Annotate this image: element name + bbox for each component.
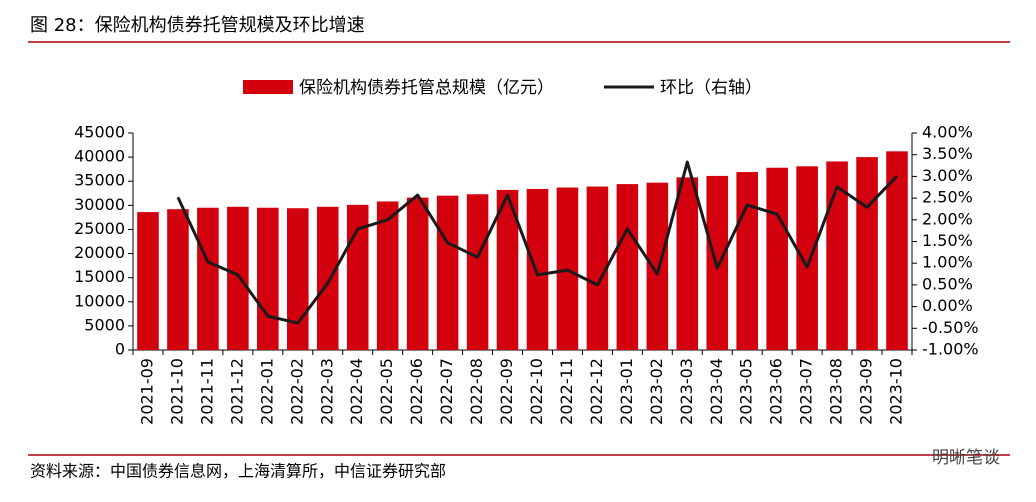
y-tick-label: 5000 (84, 315, 125, 334)
bar (886, 151, 908, 350)
x-tick-label: 2022-11 (557, 358, 576, 425)
watermark: 明晰笔谈 (932, 448, 1000, 468)
bar (167, 209, 189, 350)
y-tick-label: 25000 (74, 219, 125, 238)
x-tick-label: 2022-08 (467, 358, 486, 425)
x-tick-label: 2022-12 (587, 358, 606, 425)
y-tick-label: 40000 (74, 147, 125, 166)
y2-tick-label: 0.50% (922, 274, 973, 293)
y-tick-label: 20000 (74, 243, 125, 262)
x-tick-label: 2022-09 (497, 358, 516, 425)
x-tick-label: 2022-06 (407, 358, 426, 425)
y2-tick-label: 3.50% (922, 144, 973, 163)
x-tick-label: 2023-02 (647, 358, 666, 425)
x-tick-label: 2022-01 (257, 358, 276, 425)
chart-title: 图 28：保险机构债券托管规模及环比增速 (30, 15, 365, 36)
x-tick-label: 2022-03 (317, 358, 336, 425)
x-tick-label: 2023-06 (767, 358, 786, 425)
y2-tick-label: 3.00% (922, 166, 973, 185)
legend-swatch (243, 80, 293, 94)
y2-tick-label: 2.00% (922, 209, 973, 228)
x-tick-label: 2021-11 (197, 358, 216, 425)
line (176, 160, 899, 325)
x-tick-label: 2021-10 (167, 358, 186, 425)
bar (646, 182, 669, 350)
y2-tick-label: -1.00% (922, 340, 979, 359)
y-tick-label: 0 (115, 340, 125, 359)
bar (856, 157, 878, 350)
bar (766, 167, 788, 350)
bar (137, 212, 159, 350)
legend-label: 保险机构债券托管总规模（亿元） (299, 78, 554, 98)
x-tick-label: 2023-04 (707, 358, 726, 425)
y-tick-label: 10000 (74, 291, 125, 310)
bar (287, 208, 309, 350)
y-tick-label: 45000 (74, 123, 125, 142)
bar (436, 195, 459, 350)
x-tick-label: 2023-03 (677, 358, 696, 425)
x-tick-label: 2023-07 (797, 358, 816, 425)
x-tick-label: 2023-05 (737, 358, 756, 425)
bar (676, 177, 699, 350)
bar (826, 161, 848, 350)
x-tick-label: 2022-07 (437, 358, 456, 425)
y2-tick-label: 1.50% (922, 231, 973, 250)
x-tick-label: 2023-01 (617, 358, 636, 425)
y-tick-label: 30000 (74, 195, 125, 214)
y2-tick-label: 2.50% (922, 188, 973, 207)
y-tick-label: 15000 (74, 267, 125, 286)
y-tick-label: 35000 (74, 171, 125, 190)
source: 资料来源：中国债券信息网，上海清算所，中信证券研究部 (30, 462, 446, 481)
x-tick-label: 2021-12 (227, 358, 246, 425)
bar (316, 206, 339, 350)
bar (197, 207, 219, 350)
x-tick-label: 2023-10 (887, 358, 906, 425)
x-tick-label: 2023-09 (857, 358, 876, 425)
bar (376, 201, 399, 350)
bar (406, 197, 429, 350)
y2-tick-label: 1.00% (922, 253, 973, 272)
bar (796, 166, 818, 350)
bar (736, 172, 758, 350)
bar (526, 188, 549, 350)
y2-tick-label: -0.50% (922, 318, 979, 337)
x-tick-label: 2022-10 (527, 358, 546, 425)
legend-label: 环比（右轴） (660, 78, 762, 98)
bar (616, 184, 639, 350)
bar (496, 189, 519, 350)
x-tick-label: 2022-05 (377, 358, 396, 425)
bar (227, 206, 249, 350)
x-tick-label: 2022-02 (287, 358, 306, 425)
x-tick-label: 2021-09 (137, 358, 156, 425)
bar (466, 194, 489, 350)
x-tick-label: 2023-08 (827, 358, 846, 425)
y2-tick-label: 4.00% (922, 123, 973, 142)
bar (257, 207, 279, 350)
bar (586, 186, 609, 350)
x-tick-label: 2022-04 (347, 358, 366, 425)
y2-tick-label: 0.00% (922, 296, 973, 315)
